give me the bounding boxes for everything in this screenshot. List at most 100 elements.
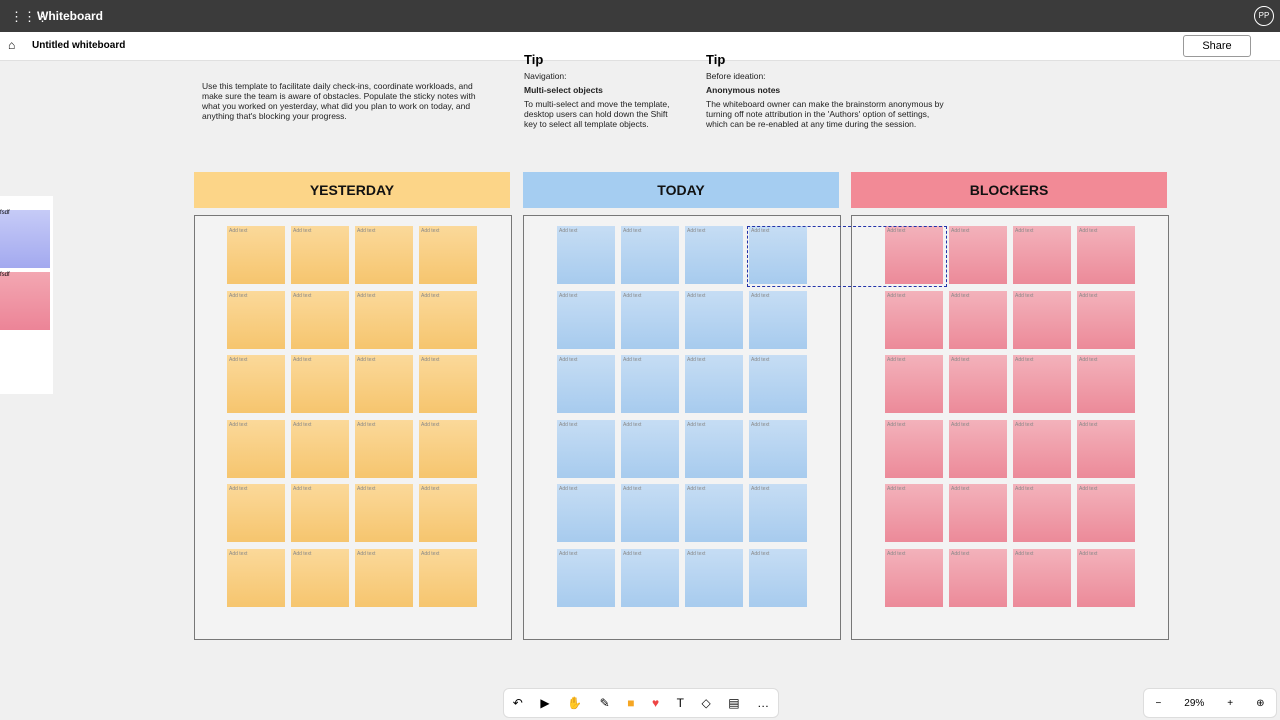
zoom-control: − 29% + ⊕ — [1143, 688, 1277, 718]
sticky-note[interactable]: Add text — [685, 290, 743, 349]
sticky-note[interactable]: Add text — [749, 419, 807, 478]
sticky-note[interactable]: Add text — [1077, 226, 1135, 284]
sticky-note[interactable]: Add text — [227, 419, 285, 478]
sticky-note[interactable]: Add text — [1077, 549, 1135, 607]
note-tool[interactable]: ■ — [627, 696, 635, 710]
hand-tool[interactable]: ✋ — [567, 696, 583, 710]
sticky-note[interactable]: Add text — [949, 226, 1007, 284]
fit[interactable]: ⊕ — [1256, 697, 1265, 709]
sticky-note[interactable]: Add text — [355, 484, 413, 543]
sticky-note[interactable]: Add text — [557, 290, 615, 349]
sticky-note[interactable]: Add text — [621, 484, 679, 543]
sticky-note[interactable]: Add text — [621, 549, 679, 607]
avatar[interactable]: PP — [1254, 6, 1274, 26]
doc-title[interactable]: Untitled whiteboard — [32, 40, 126, 51]
sticky-note[interactable]: Add text — [557, 355, 615, 414]
sticky-note[interactable]: Add text — [227, 484, 285, 543]
side-note[interactable]: fsdf — [0, 210, 50, 268]
sticky-note[interactable]: Add text — [355, 355, 413, 414]
pen-tool[interactable]: ✎ — [599, 696, 610, 710]
sticky-note[interactable]: Add text — [685, 226, 743, 284]
sticky-note[interactable]: Add text — [291, 290, 349, 349]
sticky-note[interactable]: Add text — [1013, 355, 1071, 414]
sticky-note[interactable]: Add text — [749, 226, 807, 284]
sticky-note[interactable]: Add text — [1077, 484, 1135, 543]
reaction-tool[interactable]: ♥ — [651, 696, 660, 710]
sticky-note[interactable]: Add text — [1013, 226, 1071, 284]
sticky-note[interactable]: Add text — [1013, 419, 1071, 478]
sticky-note[interactable]: Add text — [557, 549, 615, 607]
more[interactable]: … — [757, 696, 770, 710]
sticky-note[interactable]: Add text — [355, 290, 413, 349]
tip-title: Tip — [524, 52, 544, 67]
share-button[interactable]: Share — [1183, 35, 1251, 57]
sticky-note[interactable]: Add text — [291, 355, 349, 414]
sticky-note[interactable]: Add text — [885, 290, 943, 349]
sticky-note[interactable]: Add text — [621, 355, 679, 414]
sticky-note[interactable]: Add text — [557, 484, 615, 543]
sticky-note[interactable]: Add text — [621, 290, 679, 349]
sticky-note[interactable]: Add text — [1077, 355, 1135, 414]
tip-title: Tip — [706, 52, 726, 67]
sticky-note[interactable]: Add text — [227, 549, 285, 607]
column-header: BLOCKERS — [851, 172, 1167, 208]
sticky-note[interactable]: Add text — [291, 484, 349, 543]
sticky-note[interactable]: Add text — [749, 484, 807, 543]
sticky-note[interactable]: Add text — [685, 484, 743, 543]
shape-tool[interactable]: ◇ — [701, 696, 711, 710]
sticky-note[interactable]: Add text — [419, 355, 477, 414]
tip-card: Tip Navigation: Multi-select objects To … — [506, 52, 676, 129]
sticky-note[interactable]: Add text — [621, 226, 679, 284]
zoom-level: 29% — [1184, 697, 1205, 709]
sticky-note[interactable]: Add text — [885, 549, 943, 607]
sticky-note[interactable]: Add text — [291, 226, 349, 284]
sticky-note[interactable]: Add text — [291, 549, 349, 607]
sticky-note[interactable]: Add text — [419, 549, 477, 607]
sticky-note[interactable]: Add text — [291, 419, 349, 478]
sticky-note[interactable]: Add text — [949, 549, 1007, 607]
sticky-note[interactable]: Add text — [355, 549, 413, 607]
select-tool[interactable]: ▶ — [540, 696, 550, 710]
sticky-note[interactable]: Add text — [1013, 549, 1071, 607]
side-note[interactable]: fsdf — [0, 272, 50, 330]
tip-kicker: Navigation: — [524, 71, 567, 81]
sticky-note[interactable]: Add text — [949, 484, 1007, 543]
sticky-note[interactable]: Add text — [419, 484, 477, 543]
sticky-note[interactable]: Add text — [885, 484, 943, 543]
sticky-note[interactable]: Add text — [621, 419, 679, 478]
sticky-note[interactable]: Add text — [557, 226, 615, 284]
sticky-note[interactable]: Add text — [885, 226, 943, 284]
sticky-note[interactable]: Add text — [355, 226, 413, 284]
sticky-note[interactable]: Add text — [749, 549, 807, 607]
sticky-note[interactable]: Add text — [749, 290, 807, 349]
sticky-note[interactable]: Add text — [227, 290, 285, 349]
undo[interactable]: ↶ — [512, 696, 523, 710]
sticky-note[interactable]: Add text — [557, 419, 615, 478]
sticky-note[interactable]: Add text — [355, 419, 413, 478]
sticky-note[interactable]: Add text — [1013, 290, 1071, 349]
sticky-note[interactable]: Add text — [949, 290, 1007, 349]
sticky-note[interactable]: Add text — [227, 355, 285, 414]
sticky-note[interactable]: Add text — [685, 355, 743, 414]
sticky-note[interactable]: Add text — [685, 549, 743, 607]
template-tool[interactable]: ▤ — [728, 696, 740, 710]
sticky-note[interactable]: Add text — [885, 355, 943, 414]
zoom-in[interactable]: + — [1227, 697, 1234, 709]
app-launcher[interactable]: ⋮⋮⋮ — [10, 9, 49, 24]
home-button[interactable]: ⌂ — [8, 38, 16, 52]
column-header: TODAY — [523, 172, 839, 208]
sticky-note[interactable]: Add text — [1013, 484, 1071, 543]
sticky-note[interactable]: Add text — [1077, 290, 1135, 349]
sticky-note[interactable]: Add text — [749, 355, 807, 414]
sticky-note[interactable]: Add text — [885, 419, 943, 478]
text-tool[interactable]: T — [676, 696, 684, 710]
sticky-note[interactable]: Add text — [419, 290, 477, 349]
sticky-note[interactable]: Add text — [419, 226, 477, 284]
sticky-note[interactable]: Add text — [419, 419, 477, 478]
sticky-note[interactable]: Add text — [949, 419, 1007, 478]
sticky-note[interactable]: Add text — [227, 226, 285, 284]
sticky-note[interactable]: Add text — [949, 355, 1007, 414]
sticky-note[interactable]: Add text — [1077, 419, 1135, 478]
zoom-out[interactable]: − — [1155, 697, 1162, 709]
sticky-note[interactable]: Add text — [685, 419, 743, 478]
